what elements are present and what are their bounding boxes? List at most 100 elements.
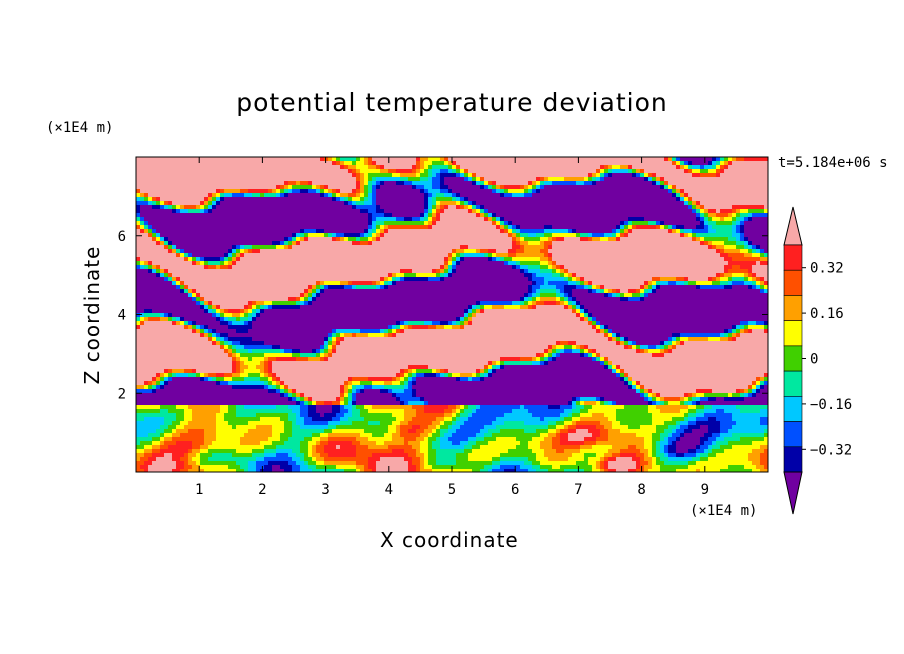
field-cell (412, 225, 417, 230)
field-cell (664, 189, 669, 194)
field-cell (564, 157, 569, 162)
field-cell (672, 185, 677, 190)
field-cell (528, 257, 533, 262)
field-cell (176, 169, 181, 174)
field-cell (604, 213, 609, 218)
field-cell (616, 205, 621, 210)
field-cell (476, 245, 481, 250)
field-cell (688, 233, 693, 238)
field-cell (648, 253, 653, 258)
field-cell (524, 265, 529, 270)
field-cell (196, 273, 201, 278)
field-cell (332, 241, 337, 246)
field-cell (652, 205, 657, 210)
field-cell (760, 229, 765, 234)
field-cell (664, 221, 669, 226)
field-cell (556, 229, 561, 234)
field-cell (264, 209, 269, 214)
field-cell (668, 221, 673, 226)
field-cell (696, 185, 701, 190)
field-cell (384, 165, 389, 170)
field-cell (264, 173, 269, 178)
field-cell (712, 229, 717, 234)
field-cell (340, 177, 345, 182)
field-cell (184, 229, 189, 234)
field-cell (328, 245, 333, 250)
field-cell (696, 177, 701, 182)
field-cell (144, 169, 149, 174)
field-cell (652, 197, 657, 202)
field-cell (504, 177, 509, 182)
field-cell (464, 277, 469, 282)
field-cell (168, 193, 173, 198)
field-cell (192, 181, 197, 186)
field-cell (560, 161, 565, 166)
field-cell (524, 241, 529, 246)
field-cell (368, 229, 373, 234)
field-cell (480, 213, 485, 218)
field-cell (680, 173, 685, 178)
field-cell (720, 181, 725, 186)
field-cell (380, 165, 385, 170)
field-cell (364, 229, 369, 234)
field-cell (260, 185, 265, 190)
field-cell (332, 185, 337, 190)
field-cell (184, 169, 189, 174)
field-cell (300, 185, 305, 190)
field-cell (452, 181, 457, 186)
field-cell (752, 245, 757, 250)
field-cell (200, 241, 205, 246)
field-cell (332, 209, 337, 214)
field-cell (284, 209, 289, 214)
field-cell (368, 213, 373, 218)
field-cell (160, 165, 165, 170)
field-cell (192, 213, 197, 218)
field-cell (456, 261, 461, 266)
field-cell (184, 261, 189, 266)
field-cell (376, 181, 381, 186)
field-cell (200, 225, 205, 230)
field-cell (336, 197, 341, 202)
field-cell (356, 257, 361, 262)
field-cell (500, 241, 505, 246)
field-cell (408, 233, 413, 238)
field-cell (188, 209, 193, 214)
field-cell (408, 261, 413, 266)
field-cell (392, 209, 397, 214)
field-cell (440, 253, 445, 258)
field-cell (284, 265, 289, 270)
field-cell (260, 265, 265, 270)
field-cell (540, 225, 545, 230)
field-cell (656, 241, 661, 246)
field-cell (744, 273, 749, 278)
field-cell (416, 173, 421, 178)
field-cell (680, 261, 685, 266)
field-cell (156, 189, 161, 194)
field-cell (376, 229, 381, 234)
field-cell (640, 161, 645, 166)
field-cell (240, 157, 245, 162)
field-cell (320, 281, 325, 286)
field-cell (712, 161, 717, 166)
field-cell (372, 245, 377, 250)
field-cell (644, 181, 649, 186)
field-cell (556, 177, 561, 182)
field-cell (280, 237, 285, 242)
field-cell (608, 181, 613, 186)
field-cell (572, 185, 577, 190)
field-cell (460, 245, 465, 250)
field-cell (220, 185, 225, 190)
field-cell (744, 157, 749, 162)
field-cell (328, 213, 333, 218)
field-cell (156, 241, 161, 246)
field-cell (680, 157, 685, 162)
field-cell (436, 217, 441, 222)
field-cell (184, 157, 189, 162)
field-cell (432, 281, 437, 286)
field-cell (136, 277, 141, 282)
field-cell (616, 157, 621, 162)
field-cell (648, 165, 653, 170)
field-cell (312, 209, 317, 214)
field-cell (432, 197, 437, 202)
field-cell (592, 249, 597, 254)
